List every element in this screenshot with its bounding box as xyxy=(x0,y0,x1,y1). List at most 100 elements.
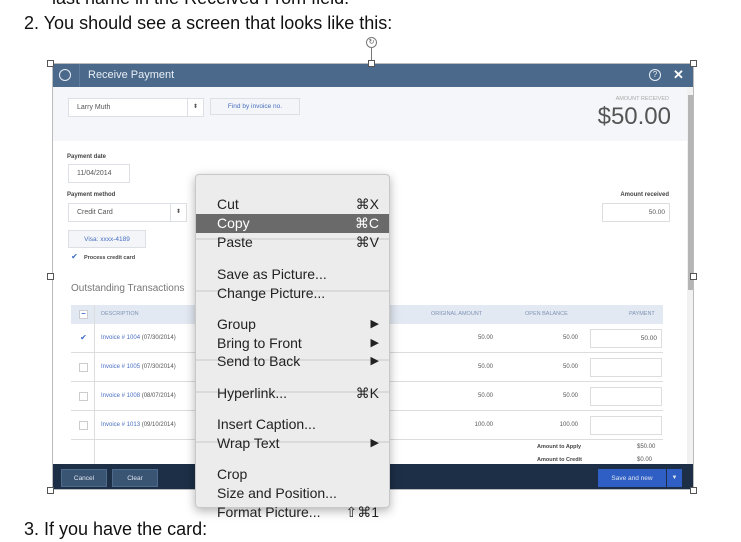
customer-select[interactable]: Larry Muth ⬍ xyxy=(68,98,204,117)
clear-button[interactable]: Clear xyxy=(112,469,158,487)
menu-shortcut: ⌘C xyxy=(354,215,379,231)
col-original-amount: ORIGINAL AMOUNT xyxy=(431,311,483,317)
payment-method-select[interactable]: Credit Card ⬍ xyxy=(68,203,187,222)
col-open-balance: OPEN BALANCE xyxy=(525,311,568,317)
menu-item-label: Insert Caption... xyxy=(217,416,316,432)
amount-to-apply-label: Amount to Apply xyxy=(537,444,582,450)
row-checkbox[interactable] xyxy=(79,363,88,372)
row-checkbox[interactable] xyxy=(79,392,88,401)
open-balance: 50.00 xyxy=(562,335,578,341)
dialog-title: Receive Payment xyxy=(88,69,175,81)
invoice-link[interactable]: Invoice # 1005 xyxy=(101,364,141,370)
menu-item-hyperlink[interactable]: Hyperlink... ⌘K xyxy=(196,384,389,403)
menu-item-label: Copy xyxy=(217,215,250,231)
menu-item-label: Cut xyxy=(217,196,239,212)
menu-separator xyxy=(196,238,389,240)
amount-to-credit-label: Amount to Credit xyxy=(537,457,582,463)
menu-shortcut: ⌘V xyxy=(355,234,379,250)
menu-item-bring-to-front[interactable]: Bring to Front ▶ xyxy=(196,334,389,353)
process-card-label: Process credit card xyxy=(84,255,136,261)
step-2-text: 2. You should see a screen that looks li… xyxy=(24,13,393,33)
payment-date-input[interactable]: 11/04/2014 xyxy=(68,164,130,183)
invoice-date: (07/30/2014) xyxy=(141,335,176,341)
resize-handle[interactable] xyxy=(690,273,697,280)
menu-item-label: Paste xyxy=(217,234,253,250)
invoice-date: (08/07/2014) xyxy=(141,393,176,399)
menu-item-paste[interactable]: Paste ⌘V xyxy=(196,233,389,252)
menu-item-label: Save as Picture... xyxy=(217,266,327,282)
open-balance: 100.00 xyxy=(559,422,578,428)
submenu-arrow-icon: ▶ xyxy=(370,355,379,367)
open-balance: 50.00 xyxy=(562,393,578,399)
submenu-arrow-icon: ▶ xyxy=(370,437,379,449)
close-icon[interactable]: ✕ xyxy=(673,67,684,82)
process-card-checkbox[interactable]: ✔ xyxy=(71,252,78,261)
amount-received-label: Amount received xyxy=(620,192,669,198)
menu-item-size-and-position[interactable]: Size and Position... xyxy=(196,484,389,503)
menu-item-insert-caption[interactable]: Insert Caption... xyxy=(196,415,389,434)
original-amount: 50.00 xyxy=(477,364,493,370)
amount-to-credit-value: $0.00 xyxy=(637,457,653,463)
row-description: Invoice # 1008 (08/07/2014) xyxy=(101,393,176,399)
menu-separator xyxy=(196,391,389,393)
resize-handle[interactable] xyxy=(47,60,54,67)
menu-item-label: Format Picture... xyxy=(217,504,321,520)
original-amount: 100.00 xyxy=(474,422,493,428)
payment-input[interactable]: 50.00 xyxy=(590,329,662,348)
row-checkbox[interactable]: ✔ xyxy=(80,333,87,342)
payment-input[interactable] xyxy=(590,387,662,406)
row-checkbox[interactable] xyxy=(79,421,88,430)
select-arrows-icon: ⬍ xyxy=(187,99,203,116)
col-description: DESCRIPTION xyxy=(101,311,139,317)
submenu-arrow-icon: ▶ xyxy=(370,337,379,349)
menu-separator xyxy=(196,441,389,443)
invoice-link[interactable]: Invoice # 1004 xyxy=(101,335,141,341)
menu-item-group[interactable]: Group ▶ xyxy=(196,315,389,334)
menu-item-send-to-back[interactable]: Send to Back ▶ xyxy=(196,352,389,371)
submenu-arrow-icon: ▶ xyxy=(370,318,379,330)
cancel-button[interactable]: Cancel xyxy=(61,469,107,487)
resize-handle[interactable] xyxy=(690,487,697,494)
resize-handle[interactable] xyxy=(47,273,54,280)
payment-input[interactable] xyxy=(590,358,662,377)
save-options-dropdown-icon[interactable]: ▼ xyxy=(667,469,682,487)
invoice-link[interactable]: Invoice # 1008 xyxy=(101,393,141,399)
step-3-text: 3. If you have the card: xyxy=(24,519,208,539)
resize-handle[interactable] xyxy=(47,487,54,494)
menu-shortcut: ⌘X xyxy=(355,196,379,212)
amount-received-input[interactable]: 50.00 xyxy=(602,203,670,222)
menu-item-format-picture[interactable]: Format Picture... ⇧⌘1 xyxy=(196,503,389,522)
rotate-handle-icon[interactable]: ↻ xyxy=(366,37,377,48)
menu-item-change-picture[interactable]: Change Picture... xyxy=(196,284,389,303)
payment-method-label: Payment method xyxy=(67,192,116,198)
menu-item-crop[interactable]: Crop xyxy=(196,465,389,484)
select-all-checkbox[interactable]: – xyxy=(79,310,88,319)
payment-input[interactable] xyxy=(590,416,662,435)
context-menu: Cut ⌘X Copy ⌘C Paste ⌘V Save as Picture... Chan… xyxy=(195,174,390,520)
find-by-invoice-button[interactable]: Find by invoice no. xyxy=(210,98,300,115)
payment-date-label: Payment date xyxy=(67,154,107,160)
customer-value: Larry Muth xyxy=(77,104,111,111)
save-and-new-button[interactable]: Save and new xyxy=(598,469,666,487)
menu-item-save-as-picture[interactable]: Save as Picture... xyxy=(196,265,389,284)
menu-separator xyxy=(196,290,389,292)
original-amount: 50.00 xyxy=(477,335,493,341)
col-payment: PAYMENT xyxy=(629,311,655,317)
help-icon[interactable]: ? xyxy=(649,69,661,81)
menu-item-cut[interactable]: Cut ⌘X xyxy=(196,195,389,214)
history-icon[interactable] xyxy=(59,69,71,81)
menu-item-label: Wrap Text xyxy=(217,435,280,451)
invoice-link[interactable]: Invoice # 1013 xyxy=(101,422,141,428)
menu-item-wrap-text[interactable]: Wrap Text ▶ xyxy=(196,434,389,453)
resize-handle[interactable] xyxy=(368,60,375,67)
card-button[interactable]: Visa: xxxx-4189 xyxy=(68,230,146,248)
menu-item-copy[interactable]: Copy ⌘C xyxy=(196,214,389,233)
previous-line-text: last name in the Received From field. xyxy=(52,0,349,9)
payment-method-value: Credit Card xyxy=(77,209,113,216)
original-amount: 50.00 xyxy=(477,393,493,399)
dialog-header: Receive Payment ? ✕ xyxy=(53,64,693,87)
resize-handle[interactable] xyxy=(690,60,697,67)
menu-item-label: Hyperlink... xyxy=(217,385,288,401)
amount-received-caption: AMOUNT RECEIVED xyxy=(615,96,669,102)
amount-to-apply-value: $50.00 xyxy=(637,444,656,450)
